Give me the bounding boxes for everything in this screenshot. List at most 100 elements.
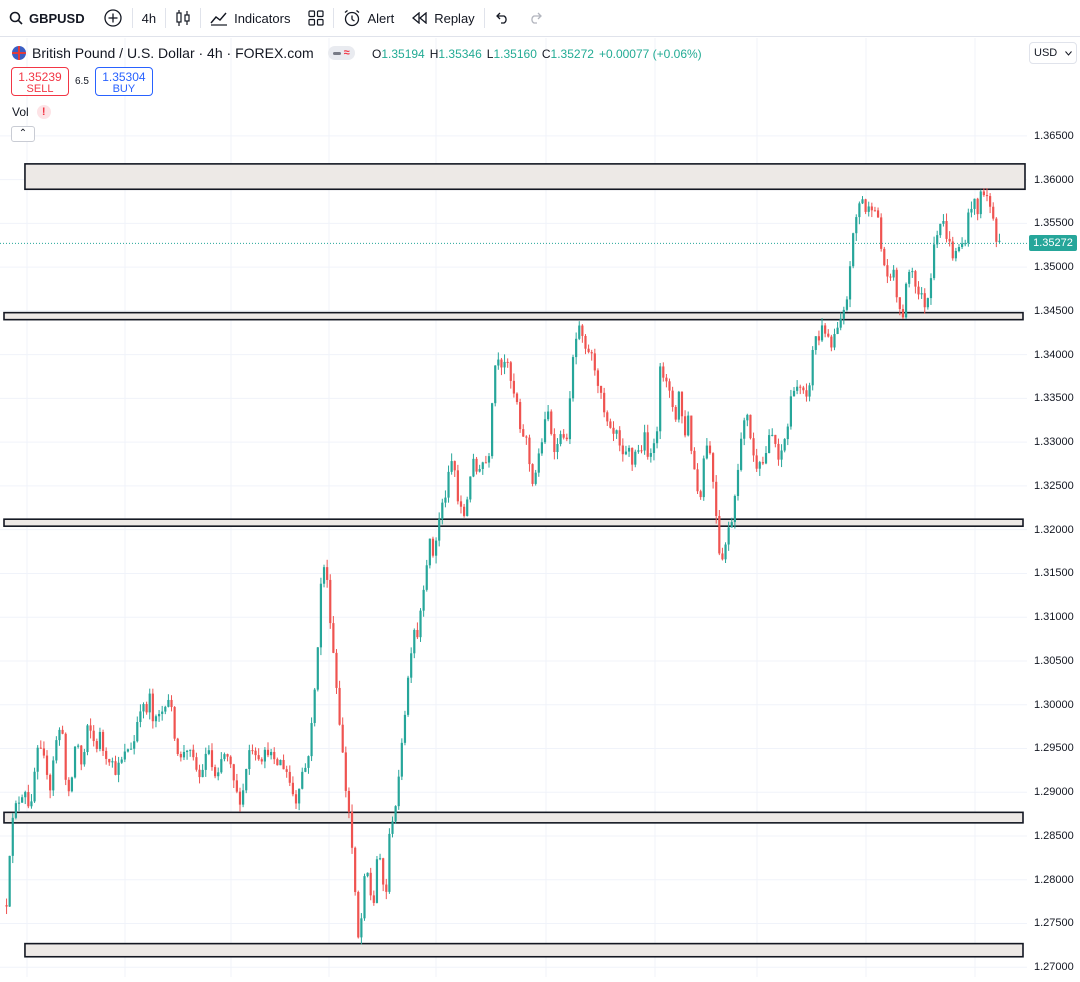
symbol-search-button[interactable]: GBPUSD [0, 0, 94, 36]
candle-body [133, 741, 136, 749]
candle-body [895, 269, 898, 298]
candle-body [304, 767, 307, 772]
price-axis-tick-label: 1.32500 [1034, 479, 1074, 492]
candle-body [665, 377, 668, 382]
candle-body [154, 716, 158, 722]
candle-body [61, 729, 64, 734]
candle-body [811, 349, 814, 386]
candle-body [932, 244, 936, 279]
candle-body [556, 444, 559, 453]
candle-body [827, 333, 830, 337]
interval-button[interactable]: 4h [133, 0, 165, 36]
candle-body [148, 693, 151, 713]
candle-body [123, 751, 126, 760]
candle-body [375, 859, 379, 903]
candle-body [5, 905, 8, 907]
candle-body [263, 749, 266, 762]
chart-area[interactable]: 1.36500 1.36000 1.35500 1.35000 1.34500 1.340… [0, 38, 1080, 977]
price-axis[interactable]: 1.36500 1.36000 1.35500 1.35000 1.34500 1.340… [1027, 38, 1080, 977]
candle-body [86, 725, 89, 753]
candle-body [478, 468, 481, 472]
candle-body [403, 714, 407, 743]
candle-body [114, 761, 117, 775]
candle-body [718, 515, 721, 554]
candle-body [960, 243, 964, 248]
currency-selector[interactable]: USD [1029, 42, 1077, 64]
candle-body [366, 872, 369, 877]
symbol-label: GBPUSD [29, 10, 85, 26]
warning-icon[interactable]: ! [36, 105, 51, 119]
price-axis-tick-label: 1.34000 [1034, 348, 1074, 361]
candle-body [441, 502, 444, 520]
candle-body [357, 891, 360, 938]
replay-button[interactable]: Replay [403, 0, 483, 36]
low-label: L [486, 47, 494, 61]
candle-body [70, 777, 74, 792]
candle-body [176, 738, 179, 754]
candle-body [662, 366, 665, 378]
candle-body [904, 283, 908, 318]
top-toolbar: GBPUSD 4h Indicators Alert R [0, 0, 1080, 37]
candle-body [195, 757, 198, 770]
candle-body [758, 462, 761, 469]
candle-body [861, 199, 864, 204]
compare-symbol-button[interactable] [94, 0, 132, 36]
candle-body [612, 427, 615, 434]
legend-title[interactable]: British Pound / U.S. Dollar · 4h · FOREX… [32, 45, 314, 61]
currency-label: USD [1034, 47, 1058, 59]
candle-body [699, 491, 702, 498]
candle-body [410, 653, 413, 678]
candle-body [590, 352, 593, 354]
price-axis-tick-label: 1.29000 [1034, 786, 1074, 799]
candle-body [814, 336, 817, 350]
candle-body [469, 476, 472, 500]
low-value: 1.35160 [493, 47, 537, 61]
undo-button[interactable] [485, 0, 519, 36]
indicators-button[interactable]: Indicators [201, 0, 299, 36]
candle-body [842, 309, 845, 319]
candle-body [655, 431, 659, 444]
collapse-legend-button[interactable]: ⌃ [11, 126, 35, 142]
candle-body [242, 790, 245, 805]
price-axis-tick-label: 1.28500 [1034, 829, 1074, 842]
candle-body [298, 788, 301, 804]
chart-plot[interactable] [0, 38, 1027, 977]
candle-body [845, 299, 849, 310]
buy-button[interactable]: 1.35304 BUY [94, 67, 153, 96]
redo-button[interactable] [519, 0, 553, 36]
candle-body [391, 821, 394, 834]
candle-body [646, 432, 649, 457]
candle-body [92, 730, 95, 742]
candle-body [388, 833, 391, 892]
minus-icon [332, 51, 341, 55]
candle-body [406, 677, 410, 715]
candle-body [799, 386, 802, 388]
candle-body [534, 472, 537, 484]
candle-body [266, 749, 270, 756]
sell-label: SELL [26, 83, 54, 95]
candle-body [378, 858, 382, 860]
candle-body [755, 455, 758, 469]
candle-body [210, 750, 214, 768]
candle-body [101, 731, 105, 751]
candle-body [344, 752, 347, 791]
legend-status-pill[interactable]: ≈ [327, 46, 355, 60]
candle-body [8, 855, 11, 907]
candle-body [550, 411, 553, 434]
layouts-button[interactable] [299, 0, 333, 36]
candle-body [634, 451, 637, 465]
chart-type-button[interactable] [166, 0, 200, 36]
candle-body [917, 286, 920, 295]
candle-body [419, 610, 422, 638]
candle-body [528, 437, 531, 465]
candlestick-chart[interactable] [0, 38, 1027, 977]
sell-button[interactable]: 1.35239 SELL [11, 67, 69, 96]
candle-body [805, 390, 808, 397]
alert-button[interactable]: Alert [334, 0, 403, 36]
candle-body [39, 747, 42, 749]
open-value: 1.35194 [381, 47, 425, 61]
volume-label[interactable]: Vol [12, 105, 29, 119]
candle-body [139, 711, 142, 722]
candle-body [783, 439, 786, 451]
candles-icon [175, 9, 191, 27]
